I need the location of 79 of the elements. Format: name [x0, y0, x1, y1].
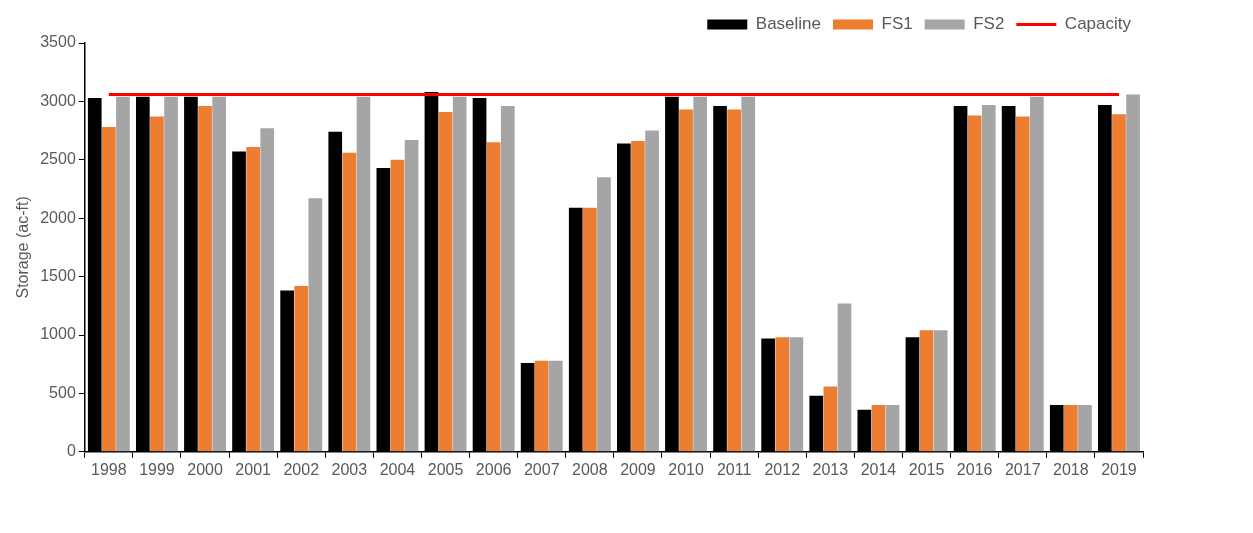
x-tick-label: 1998 [91, 460, 127, 478]
bar [390, 159, 405, 452]
bar [919, 330, 934, 452]
y-tick-label: 2500 [40, 150, 76, 168]
bar [500, 106, 515, 452]
x-tick-label: 2007 [523, 460, 560, 478]
x-tick-label: 2009 [620, 460, 656, 478]
bar [150, 116, 164, 452]
bar [1030, 96, 1044, 452]
bar [837, 303, 852, 452]
bar [597, 177, 611, 452]
y-axis-title: Storage (ac-ft) [14, 196, 32, 299]
x-tick-label: 2014 [860, 460, 897, 478]
bar [294, 285, 309, 452]
bar [967, 115, 982, 452]
bar [583, 207, 597, 452]
x-tick-label: 2017 [1004, 460, 1041, 478]
bar [549, 360, 563, 452]
bar [534, 360, 549, 452]
y-tick-label: 0 [66, 442, 76, 460]
legend-label: Capacity [1064, 14, 1132, 34]
bar [1126, 94, 1140, 452]
bar [741, 96, 756, 452]
legend-label: FS1 [881, 14, 913, 34]
x-tick-label: 2011 [716, 460, 752, 478]
bar [486, 142, 501, 452]
bar [885, 405, 900, 452]
x-tick-label: 2008 [572, 460, 608, 478]
bar [198, 106, 212, 452]
x-tick-label: 2005 [427, 460, 464, 478]
y-tick-label: 1000 [40, 325, 76, 343]
bar [102, 127, 116, 452]
bar [775, 337, 790, 452]
bar [164, 96, 178, 452]
bar [693, 96, 707, 452]
x-tick-label: 2013 [812, 460, 849, 478]
x-tick-label: 2015 [908, 460, 945, 478]
bar [212, 96, 226, 452]
bar [1015, 116, 1030, 452]
y-tick-label: 1500 [40, 267, 76, 285]
x-tick-label: 2004 [379, 460, 416, 478]
legend-label: Baseline [755, 14, 822, 34]
bar [260, 128, 275, 452]
x-tick-label: 2001 [235, 460, 272, 478]
x-tick-label: 2000 [187, 460, 223, 478]
y-tick-label: 2000 [40, 208, 76, 226]
bar [1064, 405, 1078, 452]
x-tick-label: 1999 [139, 460, 175, 478]
x-tick-label: 2018 [1053, 460, 1089, 478]
bar [871, 405, 886, 452]
y-tick-label: 500 [49, 383, 76, 401]
bar [823, 386, 838, 452]
bar [679, 109, 693, 452]
bar [631, 141, 645, 452]
x-tick-label: 2006 [475, 460, 512, 478]
x-tick-label: 2010 [668, 460, 704, 478]
bar [981, 104, 996, 452]
bar [404, 139, 419, 452]
bar [342, 152, 357, 452]
bar [789, 337, 804, 452]
bar [452, 96, 467, 452]
bar [1112, 114, 1126, 452]
bar [308, 198, 323, 452]
y-tick-label: 3000 [40, 91, 76, 109]
y-tick-label: 3500 [40, 33, 76, 51]
x-tick-label: 2003 [331, 460, 368, 478]
x-tick-label: 2012 [764, 460, 801, 478]
legend-label: FS2 [973, 14, 1005, 34]
bar [933, 330, 948, 452]
bar [1078, 405, 1092, 452]
x-tick-label: 2019 [1101, 460, 1137, 478]
bar [356, 96, 371, 452]
bar [645, 130, 659, 452]
bar [438, 111, 453, 452]
bar [116, 96, 130, 452]
x-tick-label: 2002 [283, 460, 320, 478]
bar [727, 109, 741, 452]
x-tick-label: 2016 [956, 460, 993, 478]
bar [246, 146, 260, 452]
